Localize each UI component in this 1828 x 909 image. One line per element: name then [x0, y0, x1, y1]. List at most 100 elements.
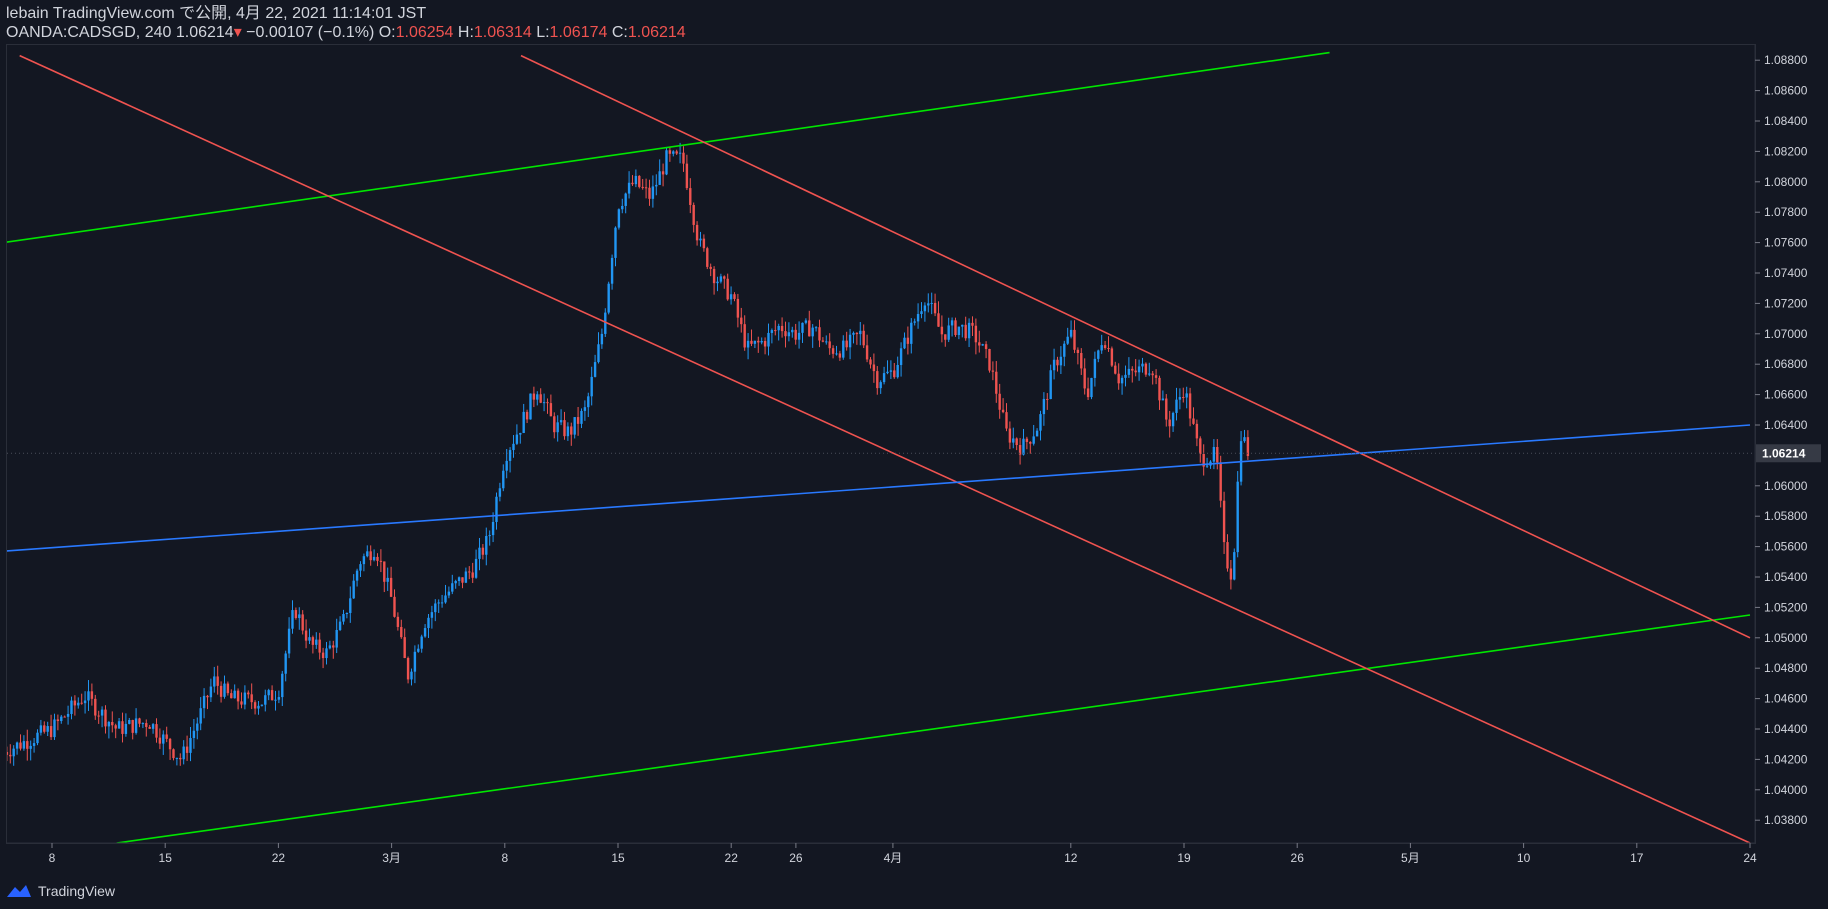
candle-down	[63, 716, 66, 718]
candle-up	[957, 326, 961, 336]
candle-up	[1039, 414, 1042, 431]
candle-down	[148, 726, 151, 729]
x-tick-label: 15	[159, 851, 173, 865]
candle-up	[753, 340, 757, 344]
candle-up	[427, 617, 430, 629]
candle-up	[474, 558, 478, 578]
candle-down	[964, 324, 967, 339]
candle-down	[1229, 568, 1233, 580]
y-tick-label: 1.08000	[1764, 175, 1808, 189]
candle-up	[729, 294, 733, 300]
candle-up	[804, 320, 808, 323]
candle-up	[447, 591, 451, 596]
candle-up	[36, 732, 39, 744]
candle-up	[175, 757, 179, 759]
x-tick-label: 10	[1517, 851, 1531, 865]
candle-up	[464, 571, 468, 583]
candle-down	[179, 757, 182, 760]
candle-up	[1093, 358, 1097, 378]
candle-down	[94, 698, 97, 716]
candle-down	[675, 151, 678, 154]
candle-down	[638, 175, 641, 187]
candle-down	[1076, 349, 1080, 354]
candle-up	[488, 535, 491, 537]
candle-up	[124, 723, 128, 734]
candle-up	[903, 337, 906, 349]
candle-up	[1090, 377, 1093, 398]
footer-brand[interactable]: TradingView	[38, 883, 116, 899]
candle-up	[162, 734, 165, 744]
candle-down	[138, 718, 141, 724]
candle-up	[556, 422, 559, 433]
candle-up	[519, 432, 522, 435]
candle-down	[1131, 368, 1134, 371]
candle-up	[182, 746, 185, 760]
candle-down	[1018, 445, 1022, 455]
candle-up	[1032, 436, 1035, 444]
candle-up	[338, 621, 342, 631]
candle-up	[1097, 350, 1100, 359]
close-value: 1.06214	[627, 24, 686, 41]
price-chart[interactable]: 1.08800 1.08600 1.08400 1.08200 1.08000 1.078…	[0, 0, 1828, 880]
candle-up	[1063, 343, 1066, 357]
y-tick-label: 1.06400	[1764, 418, 1808, 432]
x-tick-label: 17	[1630, 851, 1644, 865]
x-tick-label: 26	[789, 851, 803, 865]
candle-down	[111, 722, 114, 726]
candle-up	[658, 171, 661, 185]
candle-down	[376, 556, 379, 561]
candle-down	[7, 751, 9, 755]
candle-down	[906, 337, 910, 344]
candle-up	[1148, 373, 1151, 375]
candle-up	[495, 496, 498, 522]
x-tick-label: 12	[1064, 851, 1078, 865]
candle-up	[434, 603, 437, 613]
candle-up	[617, 209, 621, 228]
candle-down	[1073, 329, 1076, 350]
candle-up	[192, 730, 196, 739]
candle-down	[406, 657, 410, 680]
candle-down	[712, 268, 716, 284]
candle-down	[689, 188, 692, 205]
candle-up	[325, 648, 328, 659]
candle-down	[828, 341, 831, 349]
candle-down	[461, 577, 464, 583]
candle-up	[502, 470, 505, 489]
candle-down	[481, 547, 485, 555]
candle-down	[780, 325, 784, 332]
candle-up	[274, 699, 277, 701]
y-tick-label: 1.04200	[1764, 752, 1808, 766]
candle-down	[831, 348, 835, 354]
candle-down	[855, 332, 859, 335]
candle-up	[1137, 366, 1141, 373]
candle-down	[240, 701, 243, 705]
candle-up	[607, 283, 610, 313]
candle-down	[838, 353, 842, 358]
candle-up	[107, 722, 111, 727]
candle-up	[1127, 368, 1131, 375]
candle-down	[1158, 377, 1161, 401]
candle-down	[865, 345, 869, 360]
candle-up	[335, 630, 338, 648]
candle-up	[1175, 399, 1178, 413]
y-tick-label: 1.05000	[1764, 631, 1808, 645]
candle-up	[787, 332, 791, 337]
candle-up	[457, 577, 461, 582]
candle-up	[199, 708, 202, 724]
candle-down	[1083, 368, 1086, 389]
candle-down	[1202, 453, 1205, 467]
candle-down	[104, 709, 107, 727]
candle-down	[1080, 353, 1083, 369]
candle-up	[345, 612, 349, 615]
tradingview-logo-icon[interactable]	[6, 884, 32, 898]
candle-up	[848, 334, 852, 348]
candle-down	[155, 724, 158, 738]
candle-up	[716, 281, 719, 284]
candle-down	[821, 340, 825, 342]
candle-up	[1066, 336, 1069, 344]
candle-down	[974, 325, 978, 343]
candle-up	[213, 676, 216, 687]
candle-down	[644, 187, 648, 189]
candle-down	[933, 302, 937, 314]
y-tick-label: 1.03800	[1764, 813, 1808, 827]
